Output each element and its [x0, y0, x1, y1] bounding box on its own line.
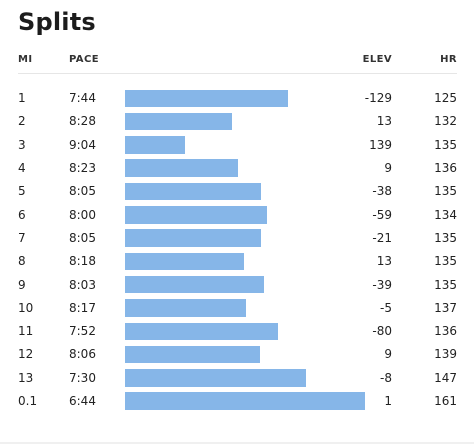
- split-elevation: -8: [380, 370, 392, 385]
- column-header-elev: ELEV: [362, 54, 392, 65]
- pace-bar: [125, 369, 306, 387]
- split-pace: 8:00: [69, 207, 96, 222]
- split-pace: 8:05: [69, 230, 96, 245]
- split-heart-rate: 135: [434, 137, 457, 152]
- table-row: 6 8:00 -59 134: [0, 203, 474, 226]
- split-heart-rate: 135: [434, 230, 457, 245]
- split-heart-rate: 136: [434, 324, 457, 339]
- column-header-hr: HR: [440, 54, 457, 65]
- split-pace: 8:18: [69, 254, 96, 269]
- split-pace: 8:23: [69, 161, 96, 176]
- pace-bar: [125, 159, 238, 177]
- split-elevation: 1: [384, 394, 392, 409]
- split-pace: 6:44: [69, 394, 96, 409]
- table-row: 8 8:18 13 135: [0, 250, 474, 273]
- pace-bar: [125, 322, 278, 340]
- table-row: 0.1 6:44 1 161: [0, 389, 474, 412]
- split-pace: 8:17: [69, 300, 96, 315]
- table-row: 9 8:03 -39 135: [0, 273, 474, 296]
- split-mile: 9: [18, 277, 26, 292]
- pace-bar: [125, 89, 288, 107]
- split-heart-rate: 134: [434, 207, 457, 222]
- table-row: 3 9:04 139 135: [0, 133, 474, 156]
- split-heart-rate: 132: [434, 114, 457, 129]
- pace-bar: [125, 136, 186, 154]
- pace-bar: [125, 252, 245, 271]
- split-elevation: -38: [372, 184, 392, 199]
- split-pace: 7:44: [69, 91, 96, 106]
- split-mile: 3: [18, 137, 26, 152]
- split-elevation: -21: [372, 230, 392, 245]
- split-heart-rate: 161: [434, 394, 457, 409]
- split-pace: 9:04: [69, 137, 96, 152]
- pace-bar: [125, 206, 268, 224]
- table-row: 4 8:23 9 136: [0, 156, 474, 179]
- split-pace: 8:03: [69, 277, 96, 292]
- pace-bar: [125, 182, 261, 201]
- split-heart-rate: 147: [434, 370, 457, 385]
- table-row: 10 8:17 -5 137: [0, 296, 474, 319]
- header-divider: [18, 73, 457, 74]
- split-mile: 11: [18, 324, 34, 339]
- split-elevation: 13: [376, 254, 392, 269]
- split-pace: 8:06: [69, 347, 96, 362]
- split-heart-rate: 135: [434, 184, 457, 199]
- split-elevation: 13: [376, 114, 392, 129]
- split-mile: 7: [18, 230, 26, 245]
- pace-bar: [125, 392, 365, 410]
- split-heart-rate: 135: [434, 277, 457, 292]
- split-pace: 8:28: [69, 114, 96, 129]
- split-mile: 1: [18, 91, 26, 106]
- split-mile: 13: [18, 370, 34, 385]
- split-heart-rate: 139: [434, 347, 457, 362]
- split-pace: 7:52: [69, 324, 96, 339]
- split-elevation: 9: [384, 161, 392, 176]
- split-elevation: -5: [380, 300, 392, 315]
- split-elevation: -39: [372, 277, 392, 292]
- pace-bar: [125, 229, 261, 247]
- split-elevation: 9: [384, 347, 392, 362]
- table-row: 2 8:28 13 132: [0, 110, 474, 133]
- pace-bar: [125, 112, 232, 131]
- table-row: 5 8:05 -38 135: [0, 180, 474, 203]
- pace-bar: [125, 275, 264, 294]
- pace-bar: [125, 345, 260, 364]
- page-title: Splits: [18, 8, 96, 36]
- bottom-divider: [0, 442, 474, 444]
- table-row: 11 7:52 -80 136: [0, 320, 474, 343]
- table-row: 13 7:30 -8 147: [0, 366, 474, 389]
- split-heart-rate: 137: [434, 300, 457, 315]
- split-elevation: -59: [372, 207, 392, 222]
- split-mile: 0.1: [18, 394, 38, 409]
- column-header-pace: PACE: [69, 54, 99, 65]
- split-elevation: 139: [369, 137, 392, 152]
- split-mile: 8: [18, 254, 26, 269]
- split-mile: 4: [18, 161, 26, 176]
- table-row: 12 8:06 9 139: [0, 343, 474, 366]
- split-heart-rate: 135: [434, 254, 457, 269]
- split-heart-rate: 136: [434, 161, 457, 176]
- table-row: 1 7:44 -129 125: [0, 87, 474, 110]
- split-mile: 5: [18, 184, 26, 199]
- split-mile: 10: [18, 300, 34, 315]
- table-row: 7 8:05 -21 135: [0, 226, 474, 249]
- split-pace: 7:30: [69, 370, 96, 385]
- split-pace: 8:05: [69, 184, 96, 199]
- split-mile: 6: [18, 207, 26, 222]
- split-elevation: -129: [364, 91, 392, 106]
- split-mile: 12: [18, 347, 34, 362]
- split-elevation: -80: [372, 324, 392, 339]
- pace-bar: [125, 299, 246, 317]
- split-heart-rate: 125: [434, 91, 457, 106]
- column-header-mi: MI: [18, 54, 33, 65]
- split-mile: 2: [18, 114, 26, 129]
